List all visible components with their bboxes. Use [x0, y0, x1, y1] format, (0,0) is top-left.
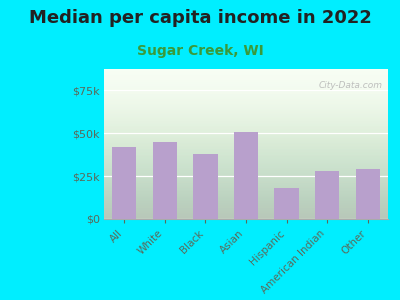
Bar: [356, 169, 380, 219]
Bar: [193, 154, 218, 219]
Bar: [153, 142, 177, 219]
Bar: [315, 171, 339, 219]
Text: Sugar Creek, WI: Sugar Creek, WI: [137, 44, 263, 58]
Text: City-Data.com: City-Data.com: [318, 81, 382, 90]
Bar: [234, 132, 258, 219]
Text: Median per capita income in 2022: Median per capita income in 2022: [28, 9, 372, 27]
Bar: [274, 188, 299, 219]
Bar: [112, 147, 136, 219]
